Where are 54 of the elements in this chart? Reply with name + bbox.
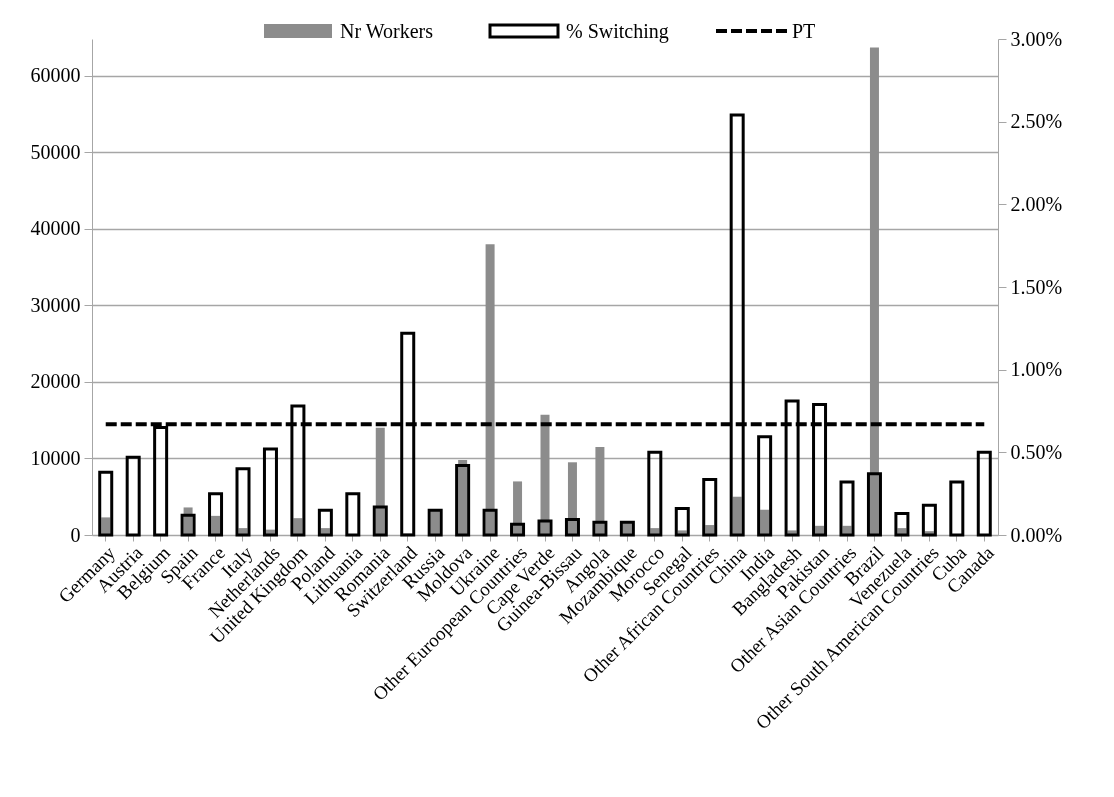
bar <box>125 455 141 537</box>
legend-label: % Switching <box>566 20 669 43</box>
bar <box>211 515 221 535</box>
legend-label: Nr Workers <box>340 20 434 42</box>
bar <box>540 414 550 535</box>
y2-tick-label: 3.00% <box>1010 27 1063 50</box>
y-tick-label: 10000 <box>30 446 81 469</box>
bar <box>705 525 715 535</box>
y-tick-label: 40000 <box>30 217 81 240</box>
bar <box>345 492 361 537</box>
y-tick-label: 50000 <box>30 140 81 163</box>
bar <box>510 522 526 537</box>
bar <box>293 518 303 535</box>
bar <box>208 492 224 537</box>
bar <box>101 517 111 535</box>
y2-tick-label: 2.00% <box>1010 192 1063 215</box>
y-tick-label: 20000 <box>30 370 81 393</box>
bar <box>732 496 742 535</box>
bar <box>235 467 251 537</box>
bar <box>537 519 553 537</box>
bar <box>921 503 937 537</box>
bar <box>372 505 388 537</box>
bar <box>375 427 385 535</box>
bar <box>592 520 608 537</box>
y-tick-label: 30000 <box>30 293 81 316</box>
bar <box>317 508 333 537</box>
bar <box>760 509 770 535</box>
bar <box>839 480 855 537</box>
y2-tick-label: 2.50% <box>1010 110 1063 133</box>
bar <box>564 518 580 537</box>
bar <box>702 478 718 537</box>
bar <box>567 462 577 535</box>
bar <box>976 450 992 537</box>
y2-tick-label: 0.00% <box>1010 523 1063 546</box>
bar <box>866 472 882 537</box>
bar <box>262 447 278 537</box>
y-tick-label: 60000 <box>30 64 81 87</box>
bar <box>757 435 773 537</box>
y-tick-label: 0 <box>70 523 81 546</box>
y2-tick-label: 0.50% <box>1010 440 1063 463</box>
bar <box>674 507 690 537</box>
bar <box>949 480 965 537</box>
y2-tick-label: 1.50% <box>1010 275 1063 298</box>
bar <box>482 508 498 537</box>
bar <box>513 481 523 535</box>
bar <box>869 47 879 535</box>
bar <box>98 470 114 537</box>
bar <box>647 450 663 537</box>
bar <box>458 459 468 535</box>
legend-label: PT <box>792 20 816 42</box>
bar <box>595 446 605 535</box>
bar <box>485 244 495 535</box>
bar <box>894 512 910 537</box>
y2-tick-label: 1.00% <box>1010 358 1063 381</box>
